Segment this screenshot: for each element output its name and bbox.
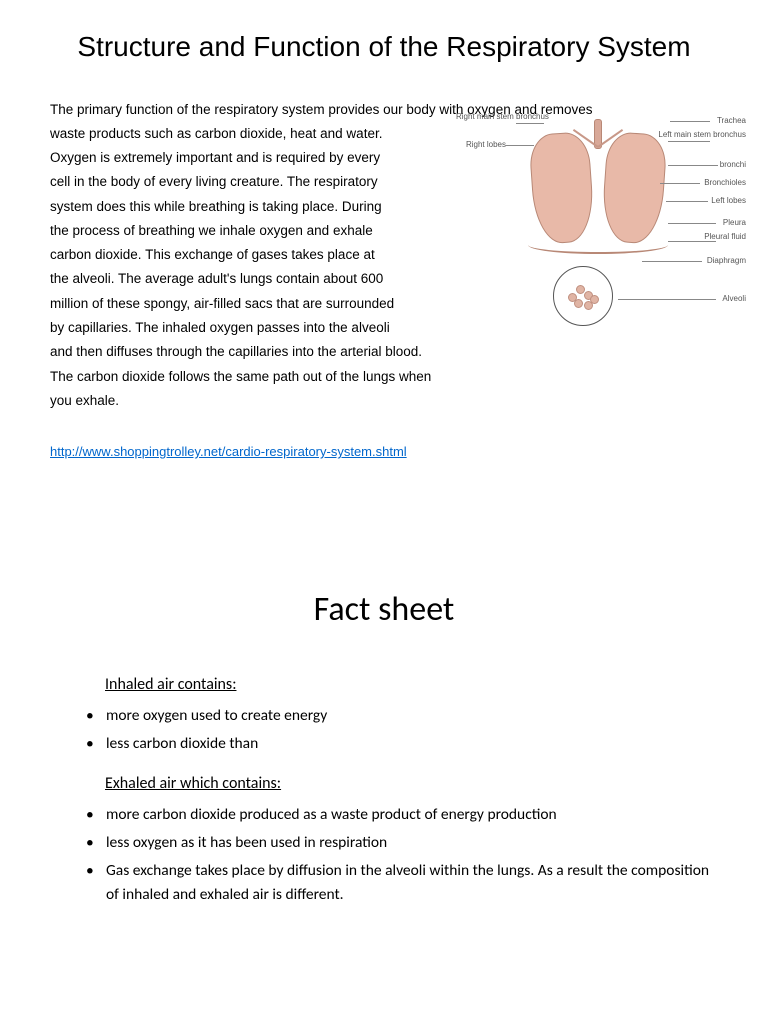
- leader-line: [506, 145, 534, 146]
- leader-line: [642, 261, 702, 262]
- lungs-shape: [528, 121, 668, 251]
- diagram-label-llobes: Left lobes: [711, 197, 746, 206]
- leader-line: [618, 299, 716, 300]
- lungs-diagram: Right main stem bronchus Right lobes Tra…: [458, 111, 738, 341]
- list-item: less oxygen as it has been used in respi…: [80, 831, 718, 855]
- list-item: more oxygen used to create energy: [80, 704, 718, 728]
- intro-line: The carbon dioxide follows the same path…: [50, 366, 718, 388]
- inhaled-heading: Inhaled air contains:: [105, 675, 718, 694]
- diagram-label-bronchi: bronchi: [720, 161, 746, 170]
- list-item: Gas exchange takes place by diffusion in…: [80, 859, 718, 907]
- alveoli-detail-icon: [553, 266, 613, 326]
- list-item: less carbon dioxide than: [80, 732, 718, 756]
- intro-line: and then diffuses through the capillarie…: [50, 341, 718, 363]
- bronchi-icon: [598, 146, 600, 148]
- intro-line: you exhale.: [50, 390, 718, 412]
- diagram-label-lmsb: Left main stem bronchus: [658, 131, 746, 140]
- diaphragm-icon: [528, 236, 668, 254]
- diagram-label-bronchioles: Bronchioles: [704, 179, 746, 188]
- leader-line: [668, 165, 718, 166]
- left-lung-icon: [528, 131, 596, 245]
- list-item: more carbon dioxide produced as a waste …: [80, 803, 718, 827]
- inhaled-list: more oxygen used to create energy less c…: [80, 704, 718, 756]
- leader-line: [660, 183, 700, 184]
- leader-line: [670, 121, 710, 122]
- leader-line: [516, 123, 544, 124]
- leader-line: [668, 241, 716, 242]
- right-lung-icon: [600, 131, 668, 245]
- leader-line: [668, 141, 710, 142]
- diagram-label-diaphragm: Diaphragm: [707, 257, 746, 266]
- diagram-label-alveoli: Alveoli: [722, 295, 746, 304]
- intro-section: The primary function of the respiratory …: [50, 99, 718, 412]
- source-link[interactable]: http://www.shoppingtrolley.net/cardio-re…: [50, 444, 718, 459]
- fact-sheet-title: Fact sheet: [50, 589, 718, 630]
- leader-line: [668, 223, 716, 224]
- page-title: Structure and Function of the Respirator…: [50, 30, 718, 64]
- diagram-label-pleura: Pleura: [723, 219, 746, 228]
- exhaled-heading: Exhaled air which contains:: [105, 774, 718, 793]
- alveoli-cluster-icon: [568, 285, 600, 315]
- exhaled-list: more carbon dioxide produced as a waste …: [80, 803, 718, 907]
- diagram-label-trachea: Trachea: [717, 117, 746, 126]
- diagram-label-rmsb: Right main stem bronchus: [456, 113, 516, 122]
- leader-line: [666, 201, 708, 202]
- diagram-label-rlobes: Right lobes: [456, 141, 506, 150]
